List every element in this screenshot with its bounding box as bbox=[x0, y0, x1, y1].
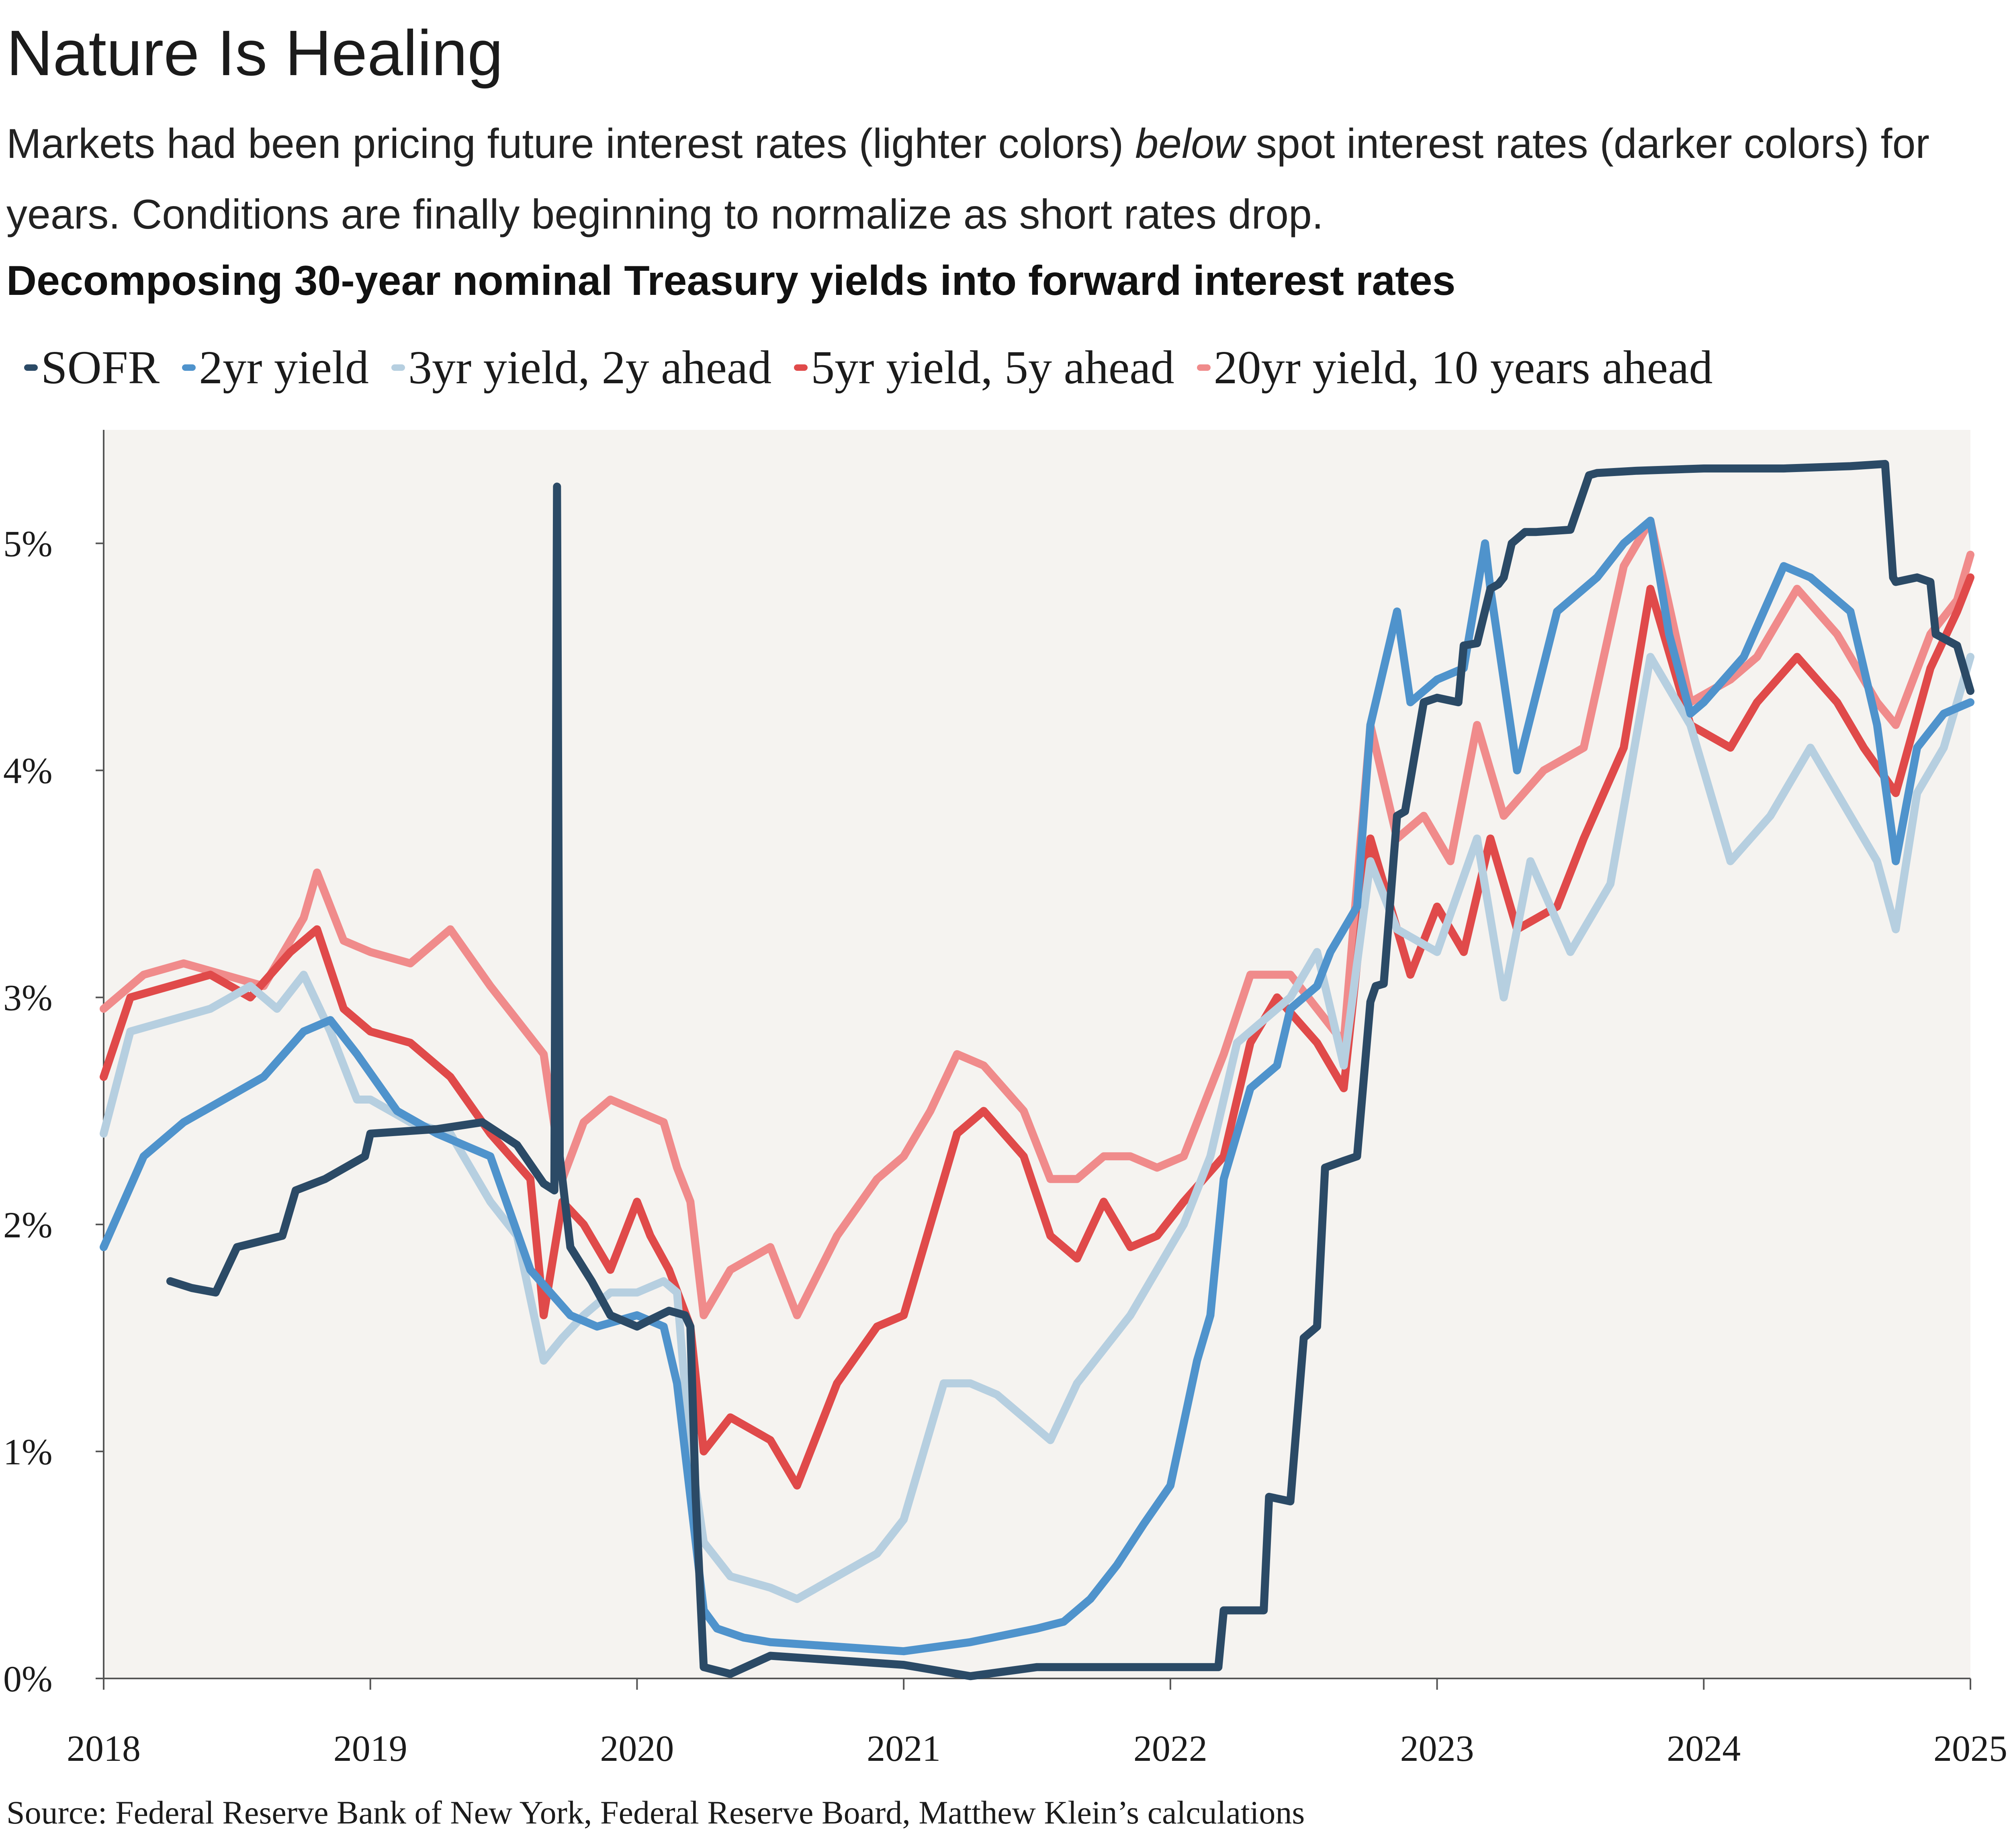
x-tick-label: 2024 bbox=[1667, 1728, 1741, 1769]
chart-title: Decomposing 30-year nominal Treasury yie… bbox=[6, 258, 1456, 304]
legend-swatch-3yr-yield-2y-ahead bbox=[391, 364, 405, 371]
legend-item-20yr-yield-10-years-ahead: 20yr yield, 10 years ahead bbox=[1197, 340, 1713, 395]
y-tick-label: 5% bbox=[3, 523, 53, 564]
legend-item-5yr-yield-5y-ahead: 5yr yield, 5y ahead bbox=[794, 340, 1174, 395]
x-tick-label: 2022 bbox=[1133, 1728, 1207, 1769]
chart-legend: SOFR 2yr yield 3yr yield, 2y ahead 5yr y… bbox=[24, 339, 1712, 396]
x-tick-label: 2018 bbox=[67, 1728, 141, 1769]
series-line-20yr-yield-10-years-ahead bbox=[100, 517, 1974, 1319]
y-tick-label: 1% bbox=[3, 1431, 53, 1472]
y-tick-label: 4% bbox=[3, 750, 53, 791]
y-tick-label: 0% bbox=[3, 1658, 53, 1699]
subtitle-emphasis: below bbox=[1135, 121, 1245, 167]
series-line-2yr-yield bbox=[100, 517, 1974, 1656]
subtitle-part2: spot interest rates (darker colors) for … bbox=[6, 121, 1930, 238]
plot-background bbox=[104, 430, 1970, 1678]
x-tick-label: 2025 bbox=[1933, 1728, 2007, 1769]
legend-swatch-2yr-yield bbox=[182, 364, 196, 371]
x-tick-label: 2019 bbox=[333, 1728, 407, 1769]
legend-item-3yr-yield-2y-ahead: 3yr yield, 2y ahead bbox=[391, 340, 771, 395]
x-tick-label: 2020 bbox=[600, 1728, 674, 1769]
legend-label-sofr: SOFR bbox=[41, 341, 160, 394]
y-tick-label: 3% bbox=[3, 977, 53, 1018]
subtitle: Markets had been pricing future interest… bbox=[6, 108, 1999, 250]
subtitle-part1: Markets had been pricing future interest… bbox=[6, 121, 1135, 167]
legend-swatch-20yr-yield-10-years-ahead bbox=[1197, 364, 1211, 371]
legend-label-5yr-yield-5y-ahead: 5yr yield, 5y ahead bbox=[811, 341, 1174, 394]
x-tick-label: 2021 bbox=[867, 1728, 941, 1769]
legend-label-3yr-yield-2y-ahead: 3yr yield, 2y ahead bbox=[408, 341, 772, 394]
y-tick-label: 2% bbox=[3, 1204, 53, 1245]
series-line-5yr-yield-5y-ahead bbox=[100, 573, 1974, 1490]
legend-item-2yr-yield: 2yr yield bbox=[182, 340, 369, 395]
source-note: Source: Federal Reserve Bank of New York… bbox=[6, 1794, 1305, 1831]
legend-label-20yr-yield-10-years-ahead: 20yr yield, 10 years ahead bbox=[1213, 341, 1713, 394]
legend-label-2yr-yield: 2yr yield bbox=[199, 341, 369, 394]
page-title: Nature Is Healing bbox=[6, 17, 503, 89]
legend-swatch-5yr-yield-5y-ahead bbox=[794, 364, 808, 371]
legend-swatch-sofr bbox=[24, 364, 38, 371]
legend-item-sofr: SOFR bbox=[24, 340, 160, 395]
x-tick-label: 2023 bbox=[1400, 1728, 1474, 1769]
series-line-sofr bbox=[166, 460, 1974, 1680]
